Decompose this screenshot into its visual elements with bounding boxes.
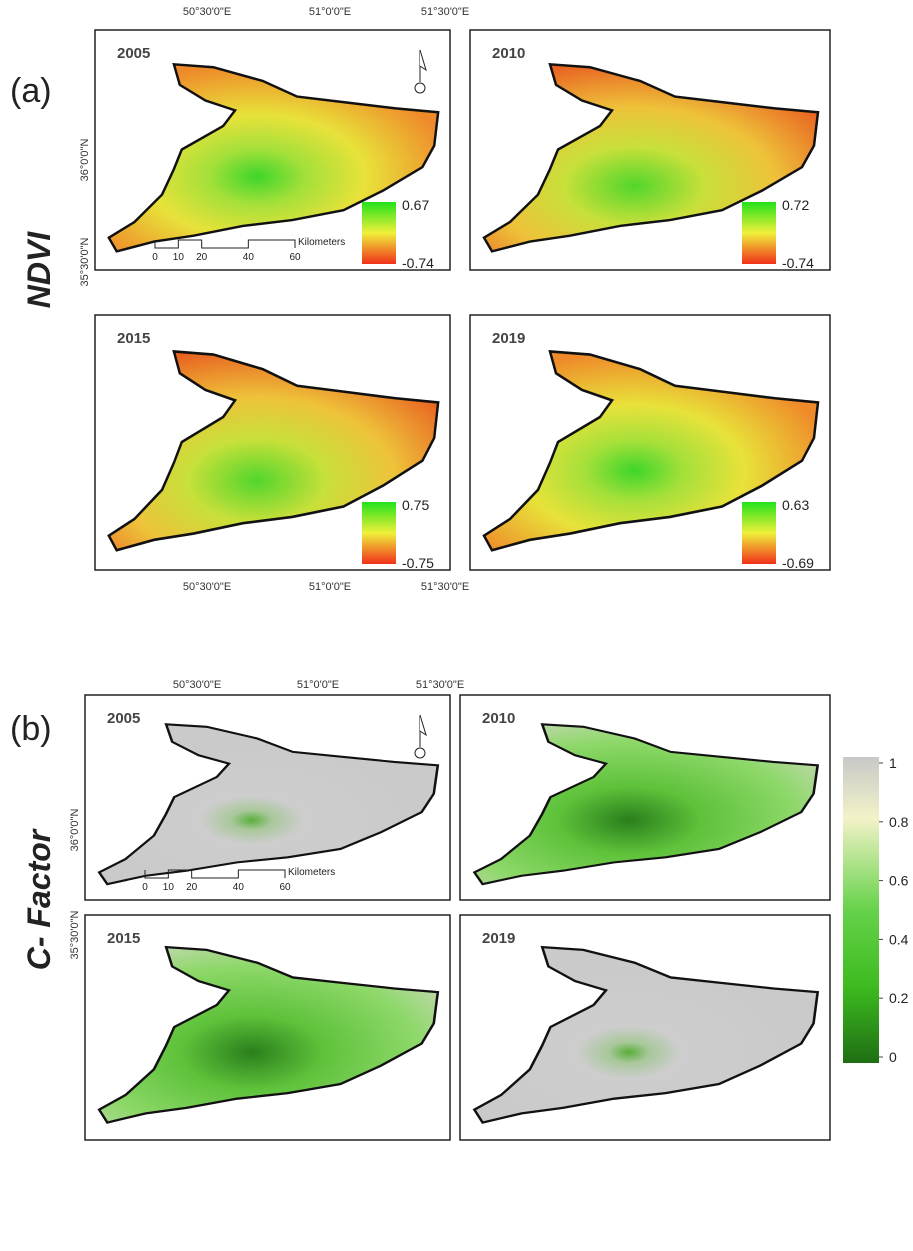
- study-area: [472, 945, 820, 1124]
- legend-min: -0.74: [402, 255, 434, 271]
- study-area: [107, 62, 440, 253]
- year-label: 2010: [482, 710, 515, 727]
- latitude-label: 35°30'0"N: [79, 237, 91, 286]
- year-label: 2010: [492, 45, 525, 62]
- longitude-label: 51°30'0"E: [416, 679, 464, 691]
- legend-ramp: [742, 502, 776, 564]
- longitude-label: 51°30'0"E: [421, 581, 469, 593]
- longitude-label: 51°0'0"E: [309, 581, 351, 593]
- latitude-label: 35°30'0"N: [69, 910, 81, 959]
- north-arrow-dot: [414, 747, 426, 759]
- colorbar-label: 1: [889, 755, 897, 771]
- section-label: (a): [10, 72, 52, 110]
- latitude-label: 36°0'0"N: [69, 809, 81, 852]
- section-label: (b): [10, 710, 52, 748]
- scale-bar: [154, 239, 296, 249]
- longitude-label: 51°0'0"E: [297, 679, 339, 691]
- longitude-label: 50°30'0"E: [173, 679, 221, 691]
- scale-bar: [144, 869, 286, 879]
- year-label: 2015: [117, 330, 150, 347]
- section-title: C- Factor: [21, 828, 57, 970]
- longitude-label: 51°0'0"E: [309, 6, 351, 18]
- legend-max: 0.63: [782, 497, 809, 513]
- scale-unit: Kilometers: [298, 237, 345, 248]
- legend-ramp: [362, 202, 396, 264]
- north-arrow-dot: [414, 82, 426, 94]
- colorbar-label: 0.8: [889, 814, 909, 830]
- legend-min: -0.69: [782, 555, 814, 571]
- year-label: 2015: [107, 930, 140, 947]
- legend-ramp: [742, 202, 776, 264]
- legend-min: -0.74: [782, 255, 814, 271]
- scale-tick: 20: [186, 882, 198, 893]
- scale-tick: 60: [289, 252, 301, 263]
- scale-tick: 0: [152, 252, 158, 263]
- scale-tick: 40: [243, 252, 255, 263]
- scale-tick: 0: [142, 882, 148, 893]
- year-label: 2005: [117, 45, 150, 62]
- colorbar-label: 0.4: [889, 931, 909, 947]
- legend-max: 0.72: [782, 197, 809, 213]
- study-area: [97, 723, 440, 886]
- study-area: [97, 945, 440, 1124]
- longitude-label: 50°30'0"E: [183, 6, 231, 18]
- study-area: [472, 723, 820, 886]
- longitude-label: 51°30'0"E: [421, 6, 469, 18]
- legend-max: 0.67: [402, 197, 429, 213]
- legend-max: 0.75: [402, 497, 429, 513]
- scale-unit: Kilometers: [288, 867, 335, 878]
- colorbar-label: 0: [889, 1049, 897, 1065]
- section-title: NDVI: [21, 231, 57, 309]
- latitude-label: 36°0'0"N: [79, 139, 91, 182]
- study-area: [482, 349, 820, 552]
- study-area: [482, 62, 820, 253]
- north-arrow-head: [419, 714, 427, 737]
- scale-tick: 10: [173, 252, 185, 263]
- longitude-label: 50°30'0"E: [183, 581, 231, 593]
- scale-tick: 20: [196, 252, 208, 263]
- study-area: [107, 349, 440, 552]
- year-label: 2005: [107, 710, 140, 727]
- year-label: 2019: [492, 330, 525, 347]
- north-arrow-head: [419, 49, 427, 72]
- legend-ramp: [362, 502, 396, 564]
- legend-min: -0.75: [402, 555, 434, 571]
- scale-tick: 10: [163, 882, 175, 893]
- colorbar: [843, 757, 879, 1063]
- colorbar-label: 0.2: [889, 990, 909, 1006]
- year-label: 2019: [482, 930, 515, 947]
- scale-tick: 40: [233, 882, 245, 893]
- colorbar-label: 0.6: [889, 873, 909, 889]
- scale-tick: 60: [279, 882, 291, 893]
